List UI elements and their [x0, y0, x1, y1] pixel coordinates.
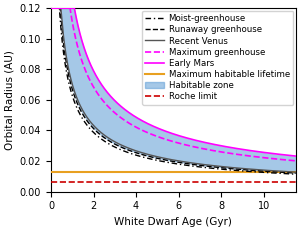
Moist-greenhouse: [154, 159, 157, 161]
Maximum habitable lifetime: [49, 170, 53, 173]
Early Mars: [143, 121, 147, 124]
Early Mars: [49, 7, 53, 9]
Runaway greenhouse: [143, 154, 147, 157]
Runaway greenhouse: [294, 172, 298, 174]
Early Mars: [294, 155, 298, 158]
Maximum greenhouse: [143, 130, 147, 133]
Runaway greenhouse: [92, 127, 95, 130]
Runaway greenhouse: [263, 170, 266, 173]
Moist-greenhouse: [49, 7, 53, 9]
Runaway greenhouse: [289, 171, 293, 174]
Maximum greenhouse: [77, 50, 81, 53]
Moist-greenhouse: [77, 111, 81, 114]
Recent Venus: [289, 170, 293, 173]
Line: Recent Venus: Recent Venus: [51, 8, 296, 172]
Early Mars: [154, 126, 157, 129]
Moist-greenhouse: [263, 171, 266, 174]
Early Mars: [92, 69, 95, 72]
Line: Early Mars: Early Mars: [51, 8, 296, 156]
Maximum habitable lifetime: [70, 170, 74, 173]
Runaway greenhouse: [49, 7, 53, 9]
Moist-greenhouse: [294, 173, 298, 176]
Recent Venus: [294, 171, 298, 173]
Roche limit: [49, 181, 53, 184]
Moist-greenhouse: [289, 173, 293, 175]
Recent Venus: [263, 169, 266, 172]
Maximum greenhouse: [289, 159, 293, 162]
Legend: Moist-greenhouse, Runaway greenhouse, Recent Venus, Maximum greenhouse, Early Ma: Moist-greenhouse, Runaway greenhouse, Re…: [142, 11, 293, 105]
Recent Venus: [49, 7, 53, 9]
Maximum greenhouse: [49, 7, 53, 9]
Recent Venus: [92, 124, 95, 127]
Recent Venus: [154, 155, 157, 158]
Runaway greenhouse: [77, 106, 81, 108]
Recent Venus: [77, 102, 81, 104]
Maximum greenhouse: [294, 159, 298, 162]
Moist-greenhouse: [143, 156, 147, 159]
Early Mars: [77, 28, 81, 31]
Runaway greenhouse: [154, 157, 157, 159]
Y-axis label: Orbital Radius (AU): Orbital Radius (AU): [4, 50, 14, 150]
Early Mars: [263, 151, 266, 154]
Line: Runaway greenhouse: Runaway greenhouse: [51, 8, 296, 173]
Early Mars: [289, 154, 293, 157]
Maximum greenhouse: [154, 134, 157, 137]
Line: Moist-greenhouse: Moist-greenhouse: [51, 8, 296, 174]
Moist-greenhouse: [92, 131, 95, 134]
Recent Venus: [143, 152, 147, 155]
X-axis label: White Dwarf Age (Gyr): White Dwarf Age (Gyr): [115, 217, 232, 227]
Roche limit: [70, 181, 74, 184]
Line: Maximum greenhouse: Maximum greenhouse: [51, 8, 296, 161]
Maximum greenhouse: [263, 156, 266, 159]
Maximum greenhouse: [92, 85, 95, 88]
